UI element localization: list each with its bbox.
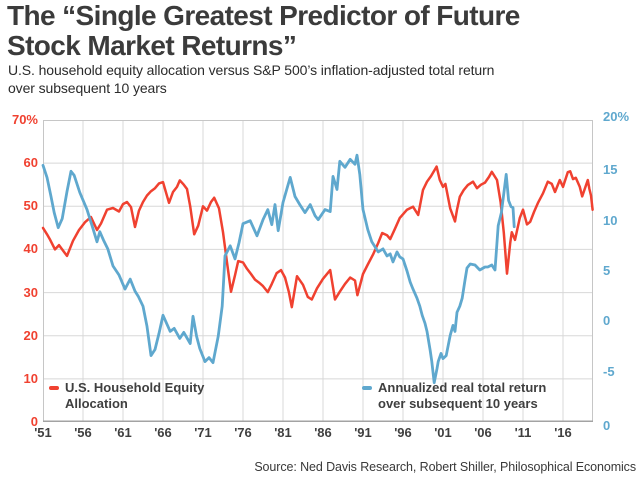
y-axis-tick-left: 10: [23, 370, 38, 386]
chart-subtitle-line2: over subsequent 10 years: [8, 80, 167, 96]
allocation-line: [41, 165, 594, 309]
plot-area: [41, 120, 594, 422]
allocation-legend-dash-icon: [49, 386, 59, 390]
returns-legend-line1: Annualized real total return: [378, 380, 547, 395]
x-axis-tick: '16: [554, 425, 572, 440]
returns-legend-line2: over subsequent 10 years: [378, 395, 538, 411]
y-axis-tick-right: 0: [603, 418, 611, 433]
y-axis-tick-right: 10: [603, 212, 618, 228]
x-axis-tick: '66: [154, 425, 172, 440]
y-axis-tick-left: 40: [23, 241, 38, 257]
chart-title-line2: Stock Market Returns”: [7, 30, 297, 61]
y-axis-tick-right: 5: [603, 263, 611, 278]
x-axis-tick: '91: [354, 425, 372, 440]
y-axis-tick-left: 30: [23, 284, 38, 300]
y-axis-tick-left: 20: [23, 327, 38, 343]
y-axis-tick-right: 15: [603, 162, 618, 178]
x-axis-tick: '01: [434, 425, 452, 440]
x-axis-tick: '61: [114, 425, 132, 440]
chart-canvas: [41, 120, 594, 422]
allocation-legend-line1: U.S. Household Equity: [65, 380, 205, 395]
y-axis-tick-right: 20%: [603, 109, 630, 124]
x-axis-tick: '71: [194, 425, 212, 440]
allocation-legend-line2: Allocation: [65, 395, 128, 411]
x-axis-tick: '81: [274, 425, 292, 440]
x-axis-tick: '96: [394, 425, 412, 440]
source-attribution: Source: Ned Davis Research, Robert Shill…: [254, 460, 636, 474]
x-axis-tick: '76: [234, 425, 252, 440]
y-axis-tick-left: 70%: [11, 112, 38, 127]
chart-subtitle: U.S. household equity allocation versus …: [8, 61, 628, 97]
x-axis-tick: '51: [34, 425, 52, 440]
allocation-legend-label: U.S. Household Equity Allocation: [65, 380, 204, 411]
returns-legend-label: Annualized real total return over subseq…: [378, 380, 546, 411]
x-axis-tick: '86: [314, 425, 332, 440]
y-axis-tick-left: 0: [30, 414, 38, 429]
chart-subtitle-line1: U.S. household equity allocation versus …: [8, 62, 495, 78]
returns-line: [41, 153, 516, 385]
y-axis-tick-right: -5: [603, 363, 615, 379]
x-axis-tick: '11: [514, 425, 532, 440]
y-axis-tick-right: 0: [603, 313, 611, 329]
x-axis-tick: '56: [74, 425, 92, 440]
legend-household-equity-allocation: U.S. Household Equity Allocation: [49, 380, 204, 411]
chart-title: The “Single Greatest Predictor of Future…: [7, 1, 633, 61]
y-axis-tick-left: 60: [23, 155, 38, 171]
legend-annualized-real-return: Annualized real total return over subseq…: [362, 380, 546, 411]
y-axis-tick-left: 50: [23, 198, 38, 214]
chart-title-line1: The “Single Greatest Predictor of Future: [7, 0, 520, 31]
returns-legend-dash-icon: [362, 386, 372, 390]
x-axis-tick: '06: [474, 425, 492, 440]
